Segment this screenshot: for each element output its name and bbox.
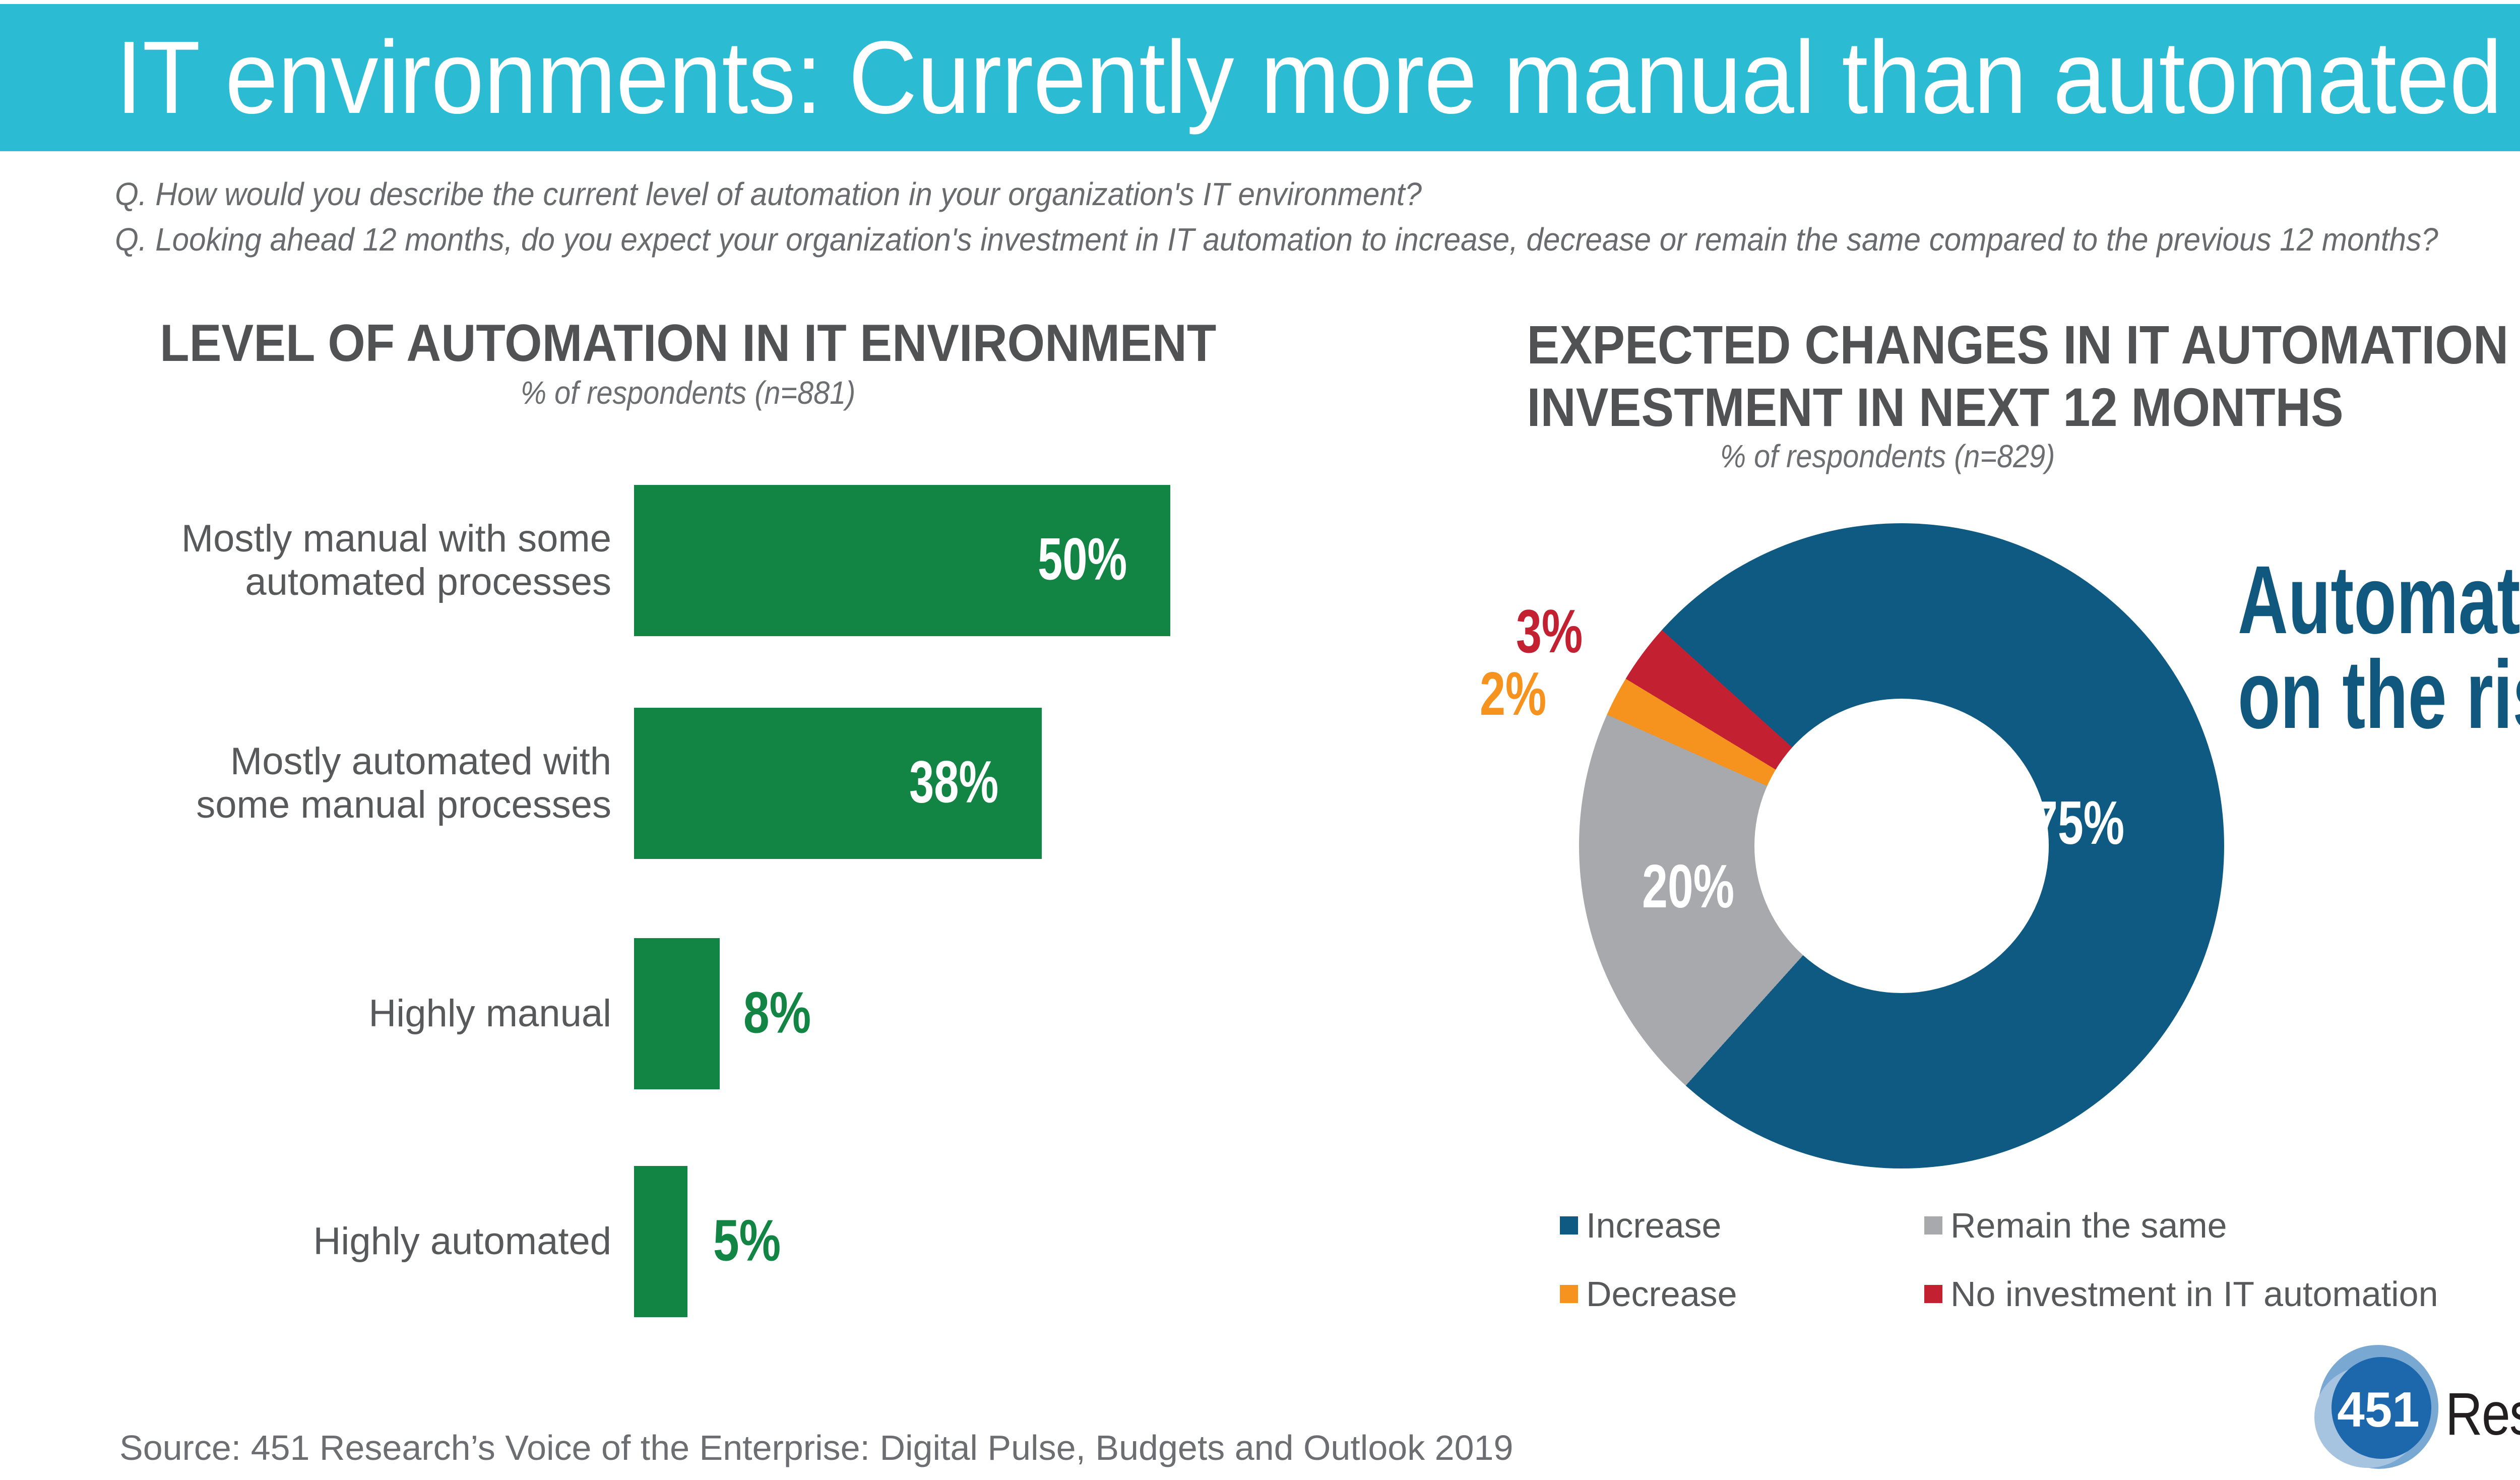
legend-item-decrease: Decrease bbox=[1560, 1272, 1737, 1316]
legend-marker-remain-the-same bbox=[1924, 1216, 1942, 1235]
bar-category-label: Mostly automated with some manual proces… bbox=[196, 740, 611, 826]
bar bbox=[634, 1166, 687, 1317]
bar: 38% bbox=[634, 708, 1042, 859]
donut-segment-label-decrease: 2% bbox=[1480, 659, 1547, 728]
company-logo: 451 bbox=[2308, 1335, 2448, 1478]
donut-segment-label-remain: 20% bbox=[1642, 852, 1735, 920]
question-1: Q. How would you describe the current le… bbox=[115, 175, 1505, 213]
donut-chart bbox=[1579, 523, 2224, 1168]
bar-category-label: Highly manual bbox=[368, 992, 611, 1035]
logo-number: 451 bbox=[2337, 1382, 2420, 1437]
bar-value-label: 5% bbox=[713, 1207, 781, 1273]
donut-segment-label-no-investment: 3% bbox=[1516, 597, 1583, 665]
legend-marker-decrease bbox=[1560, 1285, 1578, 1303]
bar bbox=[634, 938, 720, 1089]
legend-marker-increase bbox=[1560, 1216, 1578, 1235]
bar-value-label: 50% bbox=[1037, 526, 1127, 593]
source-attribution: Source: 451 Research’s Voice of the Ente… bbox=[119, 1428, 1514, 1467]
question-1-text: Q. How would you describe the current le… bbox=[115, 176, 1422, 212]
donut-chart-subtitle: % of respondents (n=829) bbox=[1720, 438, 2055, 474]
legend-item-increase: Increase bbox=[1560, 1204, 1721, 1247]
page-title: IT environments: Currently more manual t… bbox=[116, 20, 2502, 135]
bar-row: Mostly manual with some automated proces… bbox=[0, 485, 2520, 636]
question-2: Q. Looking ahead 12 months, do you expec… bbox=[115, 221, 2520, 258]
donut-segment-label-increase: 75% bbox=[2032, 788, 2125, 857]
donut-chart-title: EXPECTED CHANGES IN IT AUTOMATION INVEST… bbox=[1527, 314, 2509, 438]
logo-wordmark: Research® bbox=[2445, 1380, 2520, 1448]
bar-row: Highly automated 5% bbox=[0, 1166, 2520, 1317]
bar: 50% bbox=[634, 485, 1170, 636]
bar-chart-title: LEVEL OF AUTOMATION IN IT ENVIRONMENT bbox=[159, 314, 1217, 373]
legend-marker-no-investment bbox=[1924, 1285, 1942, 1303]
legend-item-remain-the-same: Remain the same bbox=[1924, 1204, 2227, 1247]
bar-row: Highly manual 8% bbox=[0, 938, 2520, 1089]
bar-row: Mostly automated with some manual proces… bbox=[0, 708, 2520, 859]
donut-hole bbox=[1754, 699, 2049, 993]
question-2-text: Q. Looking ahead 12 months, do you expec… bbox=[115, 221, 2438, 258]
banner: IT environments: Currently more manual t… bbox=[0, 4, 2520, 151]
bar-category-label: Highly automated bbox=[313, 1220, 611, 1263]
bar-chart-subtitle: % of respondents (n=881) bbox=[520, 375, 856, 411]
bar-value-label: 8% bbox=[743, 979, 811, 1045]
logo-blob-main bbox=[2332, 1357, 2431, 1459]
bar-value-label: 38% bbox=[909, 749, 998, 816]
bar-category-label: Mostly manual with some automated proces… bbox=[181, 517, 611, 603]
headline-annotation: Automation on the rise bbox=[2238, 545, 2520, 749]
legend-item-no-investment: No investment in IT automation bbox=[1924, 1272, 2438, 1316]
